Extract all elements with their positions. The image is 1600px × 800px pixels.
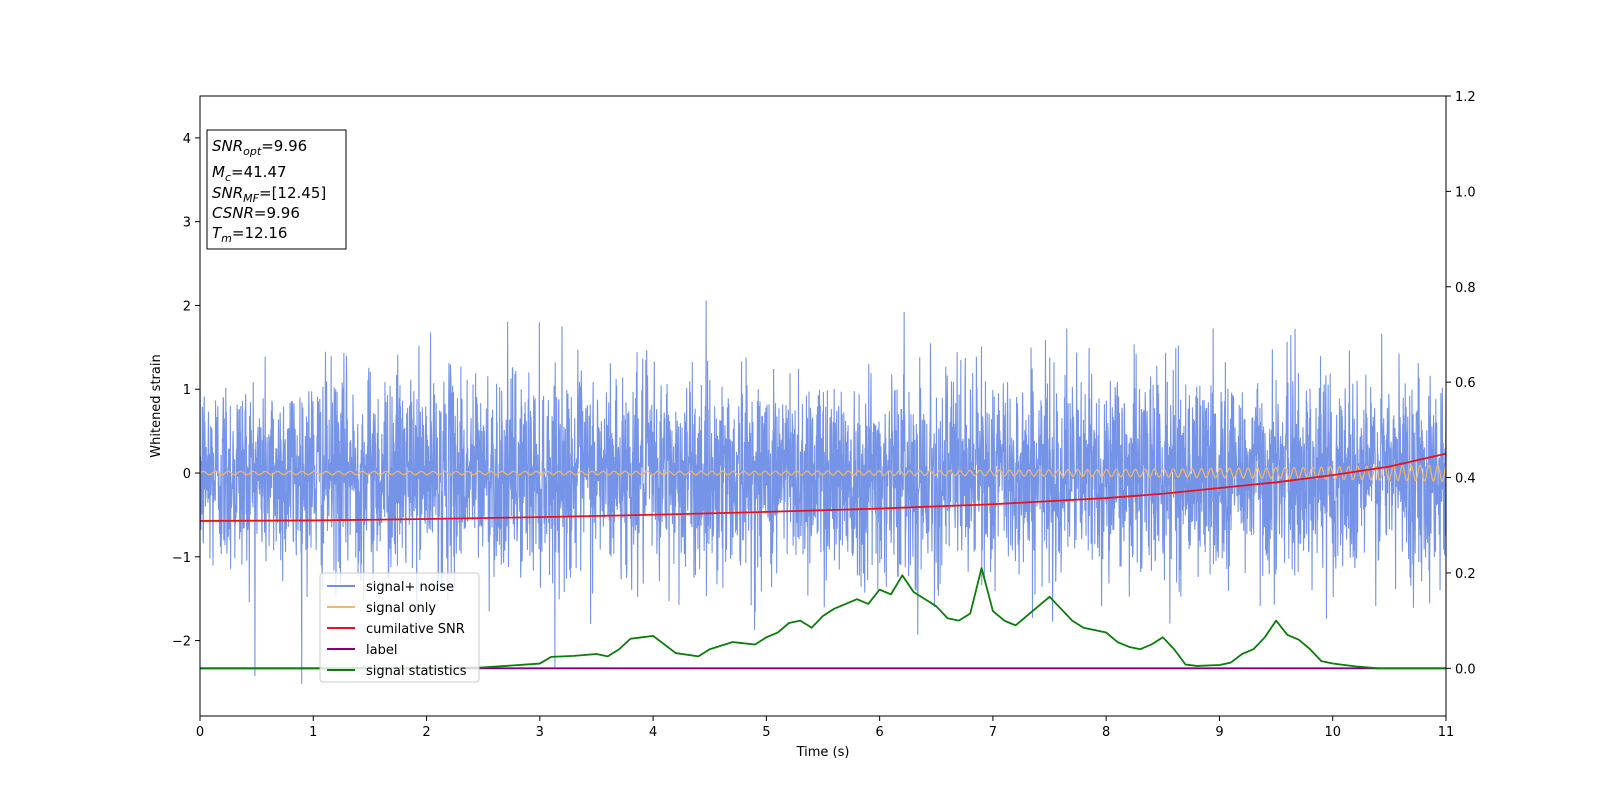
line-signal-plus-noise (200, 300, 1446, 684)
x-tick-label: 2 (422, 725, 430, 740)
legend-cumilative-snr: cumilative SNR (327, 622, 465, 637)
x-tick-label: 1 (309, 725, 317, 740)
snr-info-line: Tm=12.16 (212, 224, 287, 245)
legend-frame (319, 572, 480, 683)
snr-info-box-frame (206, 129, 347, 250)
series-signal-only (200, 464, 1446, 483)
y-tick-label: 0 (183, 467, 191, 482)
x-tick-label: 8 (1102, 725, 1110, 740)
y2-tick-label: 0.0 (1455, 662, 1476, 677)
y-tick-label: 2 (183, 299, 191, 314)
y-tick-label: −2 (172, 635, 191, 650)
y2-tick-label: 1.2 (1455, 90, 1476, 105)
snr-info-box: SNRopt=9.96 Mc=41.47SNRMF=[12.45]CSNR=9.9… (206, 129, 347, 250)
snr-info-line: Mc=41.47 (212, 163, 287, 184)
y-tick-label: 3 (183, 216, 191, 231)
x-tick-label: 9 (1215, 725, 1223, 740)
snr-info-line: CSNR=9.96 (212, 204, 300, 222)
legend-label: signal+ noise (366, 580, 454, 595)
y-axis-ticks: −2 −1 0 1 2 3 4 (172, 132, 200, 650)
legend: signal+ noise signal only cumilative SNR la… (319, 572, 480, 683)
axes-frame (199, 95, 1447, 717)
legend-signal-noise: signal+ noise (327, 580, 454, 595)
y2-tick-label: 0.8 (1455, 281, 1476, 296)
x-tick-label: 5 (762, 725, 770, 740)
y-axis-label: Whitened strain (149, 354, 164, 457)
x-axis-ticks: 0 1 2 3 4 5 6 7 8 9 10 11 (196, 716, 1454, 740)
legend-label: label (366, 643, 397, 658)
x-axis-label: Time (s) (796, 745, 850, 760)
legend-label: signal only (366, 601, 436, 616)
line-signal-only (200, 464, 1446, 483)
y2-tick-label: 0.2 (1455, 567, 1476, 582)
legend-label: cumilative SNR (366, 622, 465, 637)
x-tick-label: 11 (1438, 725, 1455, 740)
legend-signal-statistics: signal statistics (327, 664, 467, 679)
snr-info-line: SNRMF=[12.45] (212, 184, 326, 205)
y-tick-label: −1 (172, 551, 191, 566)
x-tick-label: 0 (196, 725, 204, 740)
y-tick-label: 4 (183, 132, 191, 147)
series-signal-plus-noise (200, 300, 1446, 684)
y2-tick-label: 1.0 (1455, 185, 1476, 200)
y2-tick-label: 0.6 (1455, 376, 1476, 391)
x-tick-label: 7 (989, 725, 997, 740)
x-tick-label: 6 (875, 725, 883, 740)
y2-axis-ticks: 0.0 0.2 0.4 0.6 0.8 1.0 1.2 (1446, 90, 1476, 677)
legend-label: label (327, 643, 397, 658)
x-tick-label: 10 (1324, 725, 1341, 740)
legend-label: signal statistics (366, 664, 467, 679)
legend-signal-only: signal only (327, 601, 436, 616)
line-cumilative-snr (200, 452, 1446, 522)
y-tick-label: 1 (183, 383, 191, 398)
snr-info-line: SNRopt=9.96 (212, 137, 307, 158)
x-tick-label: 4 (649, 725, 657, 740)
x-tick-label: 3 (536, 725, 544, 740)
y2-tick-label: 0.4 (1455, 472, 1476, 487)
line-signal-statistics (200, 567, 1446, 670)
